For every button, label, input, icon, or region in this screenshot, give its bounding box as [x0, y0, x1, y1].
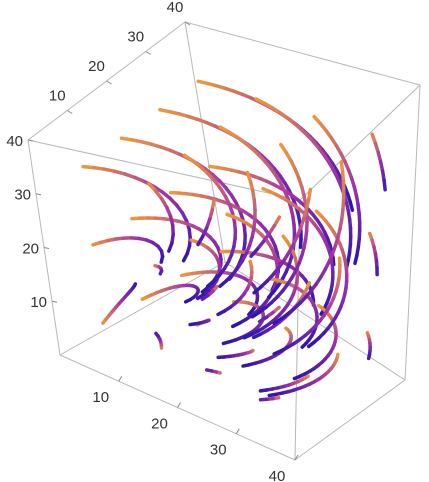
y-tick-label: 30	[127, 28, 144, 45]
streamline-segment	[195, 292, 206, 301]
streamline-segment	[272, 317, 283, 326]
x-tick	[118, 375, 123, 382]
streamline-segment	[200, 285, 210, 294]
streamline-segment	[242, 332, 253, 340]
box-edge	[59, 261, 226, 356]
y-tick-label: 40	[167, 0, 184, 16]
streamline-segment	[200, 293, 210, 302]
x-tick	[294, 454, 299, 461]
streamline-segment	[221, 339, 232, 346]
box-edge	[224, 261, 406, 381]
z-tick	[43, 247, 50, 249]
streamline-segment	[92, 165, 107, 171]
y-tick	[184, 21, 191, 26]
x-tick-label: 40	[269, 468, 286, 482]
y-tick-label: 10	[49, 87, 66, 104]
streamline-segment	[123, 172, 137, 180]
streamline-segment	[113, 169, 127, 176]
z-tick-label: 30	[14, 187, 31, 204]
streamline-segment	[267, 289, 276, 299]
streamline-segment	[205, 368, 214, 373]
x-tick-label: 20	[151, 415, 168, 432]
streamline-segment	[81, 164, 96, 170]
streamline-segment	[267, 392, 278, 398]
z-tick	[51, 300, 58, 303]
streamline-segment	[250, 310, 261, 319]
streamline-segment	[188, 322, 197, 327]
z-tick	[35, 193, 42, 196]
streamline-segment	[382, 178, 387, 192]
streamline-segment	[167, 241, 174, 253]
streamline-segment	[159, 254, 165, 264]
box-edge	[27, 139, 301, 201]
streamline-segment	[216, 309, 227, 317]
streamline-segment	[353, 253, 359, 266]
streamline-segment	[158, 269, 164, 276]
streamline-segment	[154, 331, 160, 338]
streamline-segment	[241, 362, 252, 368]
streamline-segment	[230, 321, 242, 329]
x-tick-label: 10	[92, 389, 109, 406]
streamline-segment	[366, 352, 372, 361]
streamline-segment	[251, 332, 263, 340]
box-edge	[294, 379, 406, 461]
streamline-segment	[132, 282, 138, 288]
x-tick	[235, 428, 240, 435]
y-tick	[66, 110, 73, 114]
streamline-segment	[257, 315, 269, 324]
z-tick	[27, 139, 34, 142]
streamline-segment	[300, 341, 308, 349]
y-tick	[106, 80, 112, 85]
x-tick	[177, 402, 181, 408]
streamline-segment	[196, 234, 205, 247]
streamlines	[81, 79, 387, 402]
streamline-segment	[102, 167, 117, 174]
streamline-segment	[272, 349, 283, 356]
box-edge	[184, 21, 421, 86]
streamline-segment	[205, 279, 216, 288]
streamline-segment	[249, 247, 260, 258]
streamline-segment	[218, 278, 229, 288]
z-tick-label: 10	[30, 294, 47, 311]
y-tick-label: 20	[88, 58, 105, 75]
x-tick-label: 30	[210, 442, 227, 459]
box-edge	[184, 21, 226, 263]
streamline-segment	[247, 309, 254, 317]
streamline-segment	[292, 374, 302, 381]
streamline-segment	[252, 285, 263, 295]
streamline-segment	[183, 297, 193, 304]
streamline-segment	[348, 200, 355, 212]
streamline-segment	[306, 340, 316, 349]
streamline-segment	[258, 388, 269, 393]
y-tick	[145, 51, 152, 55]
z-tick-label: 20	[22, 240, 39, 257]
streamline-segment	[298, 237, 303, 249]
streamline-segment	[258, 397, 269, 402]
streamline-segment	[181, 251, 190, 263]
z-tick-label: 40	[6, 133, 23, 150]
box-edge	[299, 84, 421, 201]
box-edge	[404, 84, 421, 381]
